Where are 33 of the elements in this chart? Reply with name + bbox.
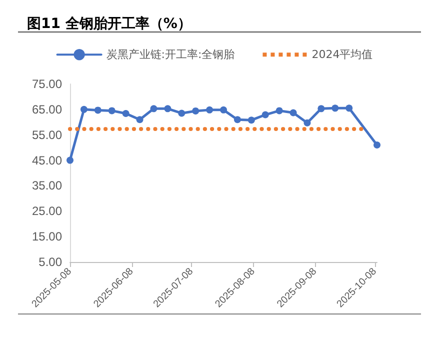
point xyxy=(290,109,297,116)
point xyxy=(318,105,325,112)
point xyxy=(122,110,130,117)
legend-label: 炭黑产业链:开工率:全钢胎 xyxy=(106,48,235,62)
y-tick-label: 55.00 xyxy=(32,128,62,142)
point xyxy=(346,104,353,112)
point xyxy=(262,111,269,118)
y-tick-label: 15.00 xyxy=(32,230,62,244)
point xyxy=(150,105,158,112)
point xyxy=(276,107,283,114)
point xyxy=(220,106,227,114)
y-tick-label: 45.00 xyxy=(32,153,62,168)
y-tick-label: 65.00 xyxy=(32,102,62,116)
y-tick-label: 25.00 xyxy=(32,204,62,218)
y-tick-label: 75.00 xyxy=(32,77,62,91)
point xyxy=(164,105,172,112)
point xyxy=(332,104,339,112)
point xyxy=(80,106,88,113)
point xyxy=(94,106,102,114)
point xyxy=(374,142,380,149)
point xyxy=(206,106,214,114)
point xyxy=(192,107,200,114)
point xyxy=(108,107,116,114)
chart-title: 图11 全钢胎开工率（%） xyxy=(27,15,192,32)
y-tick-label: 5.00 xyxy=(38,255,62,269)
point xyxy=(178,110,186,117)
point xyxy=(248,116,255,124)
y-tick-label: 35.00 xyxy=(32,178,62,193)
point xyxy=(234,116,241,124)
legend-label: 2024平均值 xyxy=(312,48,373,62)
point xyxy=(304,119,311,126)
point xyxy=(136,116,144,124)
point xyxy=(66,156,74,164)
